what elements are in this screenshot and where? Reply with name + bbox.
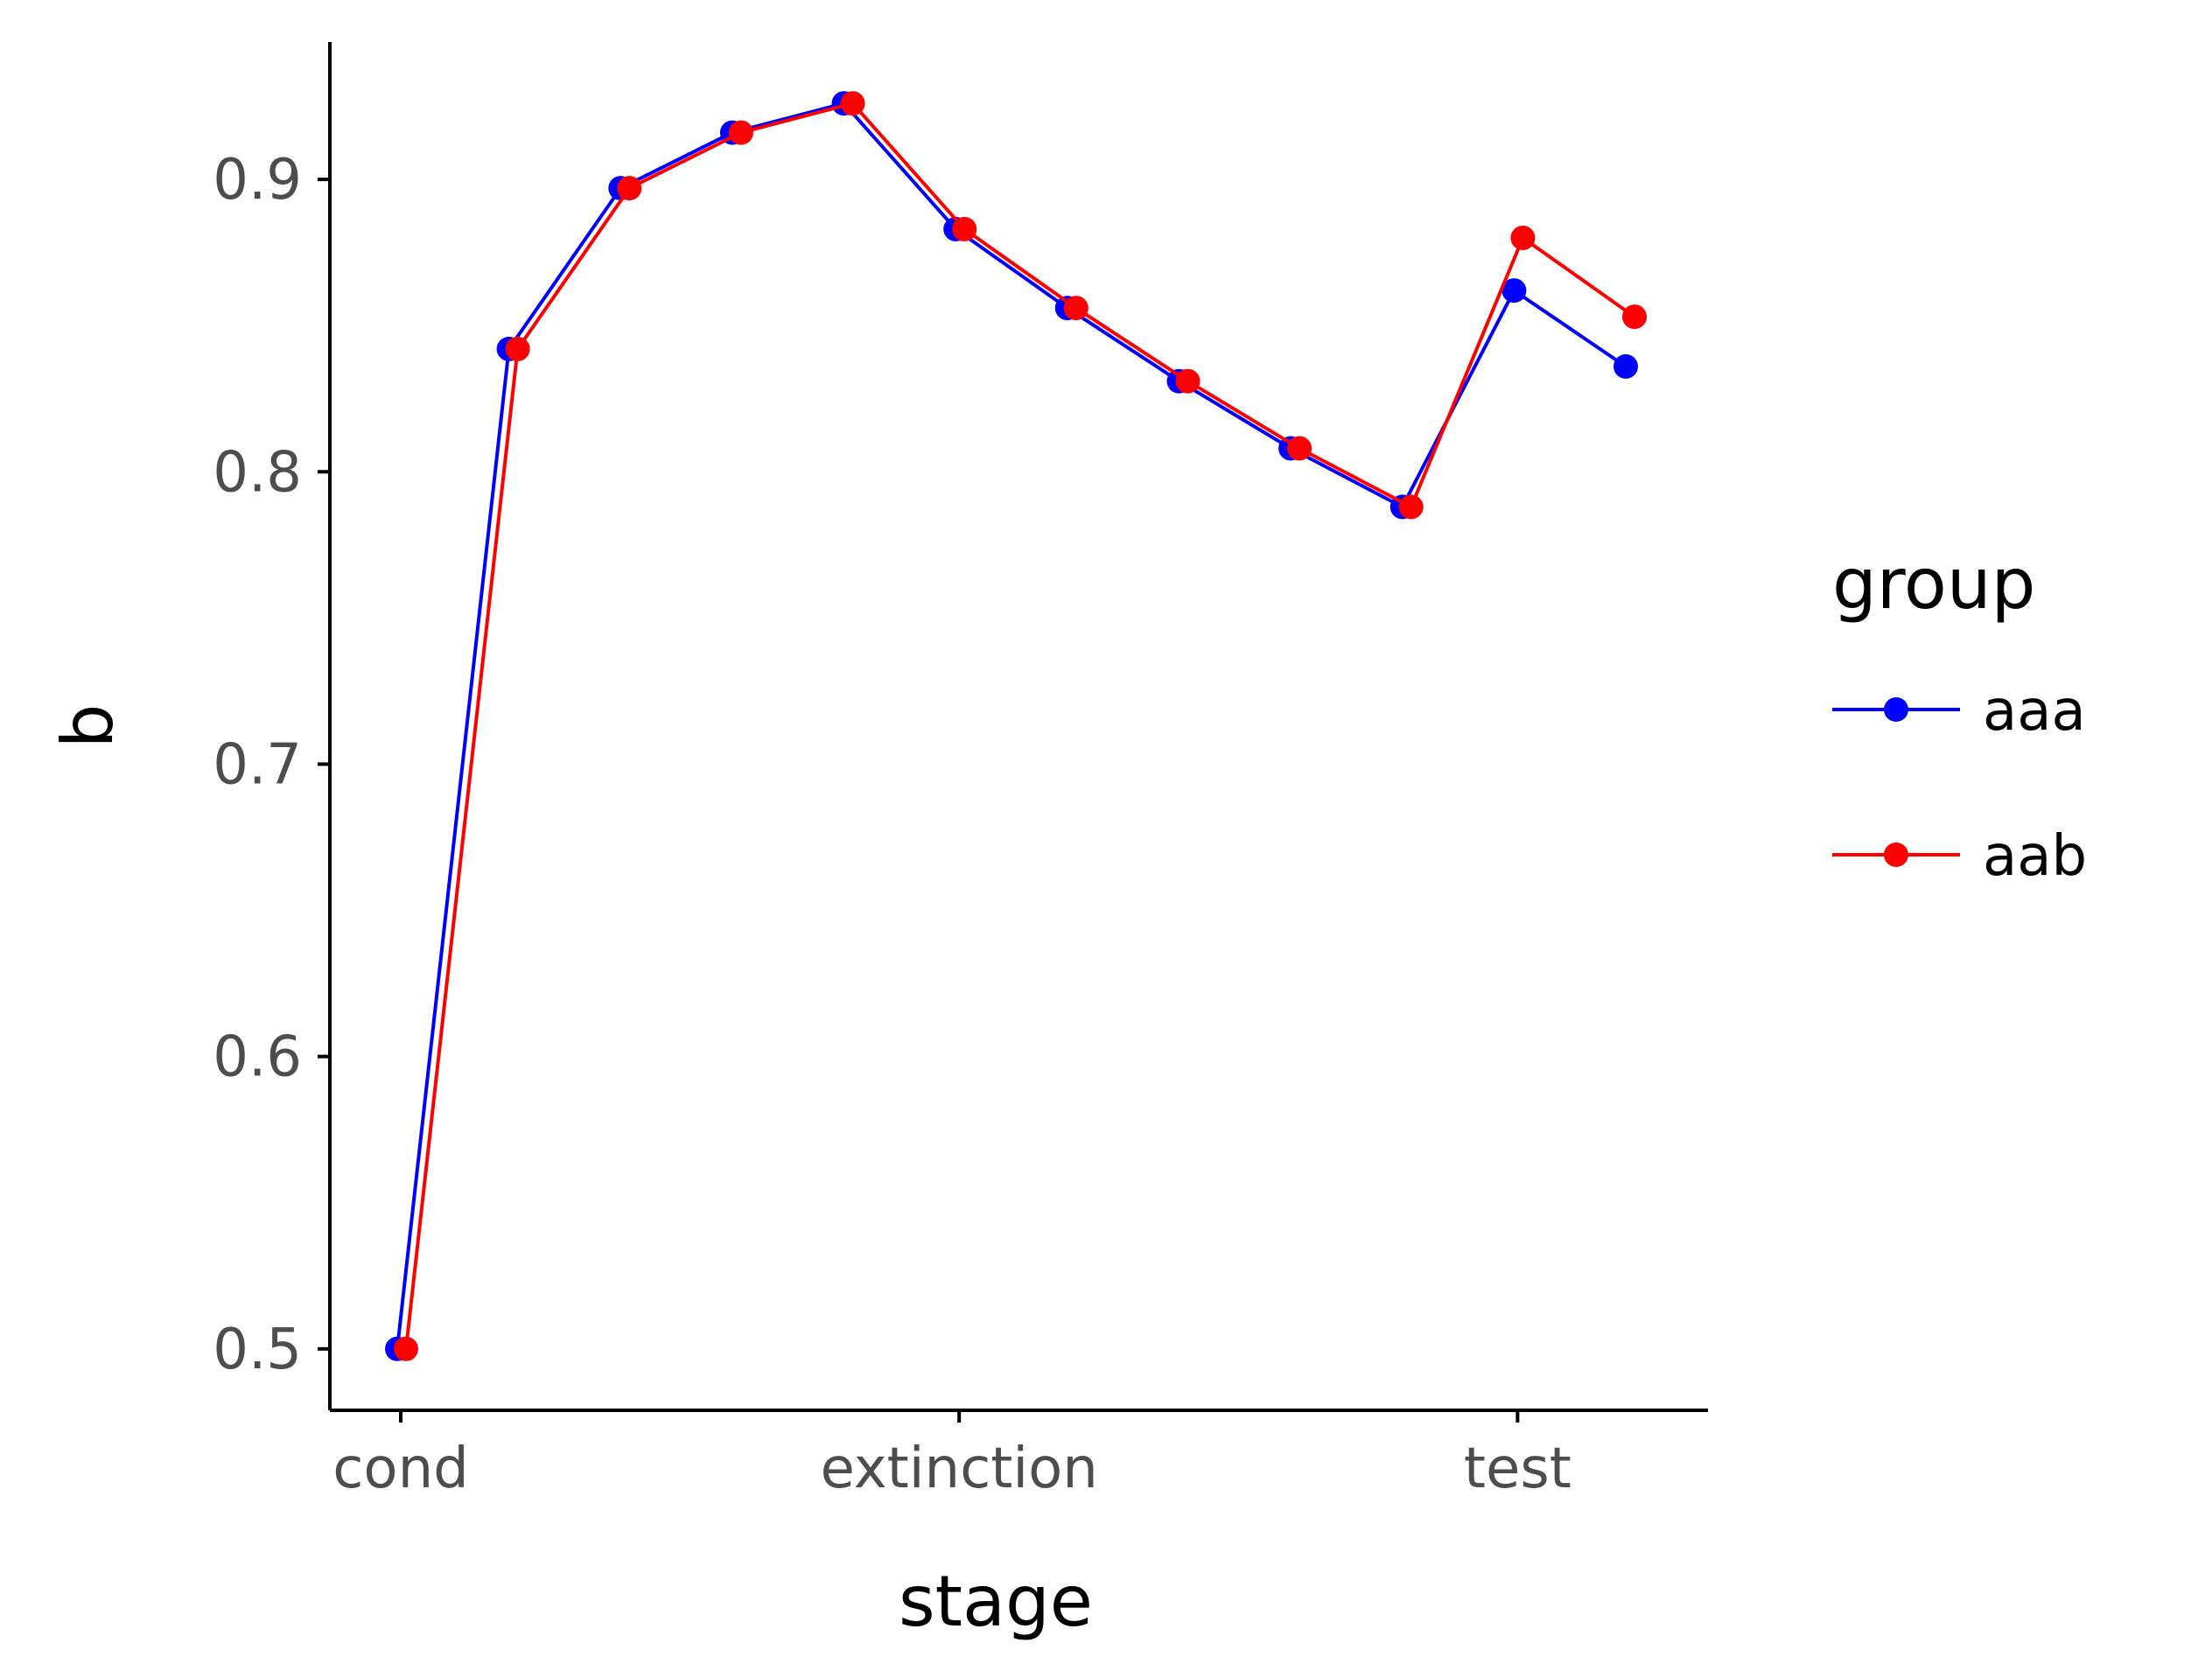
legend: group aaa aab <box>1832 543 2087 889</box>
y-tick-label: 0.7 <box>213 732 302 797</box>
series-aaa <box>385 91 1638 1361</box>
legend-key-point <box>1884 697 1908 722</box>
data-point <box>1502 278 1527 304</box>
y-tick-label: 0.5 <box>213 1318 302 1382</box>
x-tick-label: test <box>1464 1437 1572 1501</box>
data-point <box>728 120 753 145</box>
x-axis-title: stage <box>899 1561 1093 1642</box>
legend-key-point <box>1884 842 1908 867</box>
series-line <box>396 101 1628 1350</box>
data-point <box>952 216 977 241</box>
y-axis-title: b <box>47 704 129 749</box>
data-point <box>1175 368 1200 394</box>
data-point <box>1622 304 1647 330</box>
data-point <box>1063 296 1088 321</box>
legend-title: group <box>1832 543 2035 625</box>
y-axis-ticks: 0.5 0.6 0.7 0.8 0.9 <box>213 148 330 1382</box>
legend-item-aaa: aaa <box>1832 679 2086 744</box>
legend-item-aab: aab <box>1832 824 2087 889</box>
data-point <box>394 1336 418 1361</box>
x-axis-ticks: cond extinction test <box>332 1410 1572 1501</box>
data-point <box>1398 494 1424 520</box>
y-tick-label: 0.6 <box>213 1025 302 1090</box>
data-point <box>505 336 530 361</box>
data-point <box>1614 353 1638 379</box>
legend-label: aaa <box>1983 679 2086 744</box>
legend-label: aab <box>1983 824 2087 889</box>
series-aab <box>394 91 1647 1361</box>
data-point <box>1510 225 1536 250</box>
data-point <box>1287 436 1312 461</box>
series-layer <box>385 91 1647 1361</box>
series-line <box>404 101 1636 1350</box>
x-tick-label: extinction <box>821 1437 1098 1501</box>
data-point <box>840 91 865 116</box>
y-tick-label: 0.9 <box>213 148 302 213</box>
data-point <box>617 176 642 201</box>
y-tick-label: 0.8 <box>213 440 302 505</box>
x-tick-label: cond <box>332 1437 469 1501</box>
